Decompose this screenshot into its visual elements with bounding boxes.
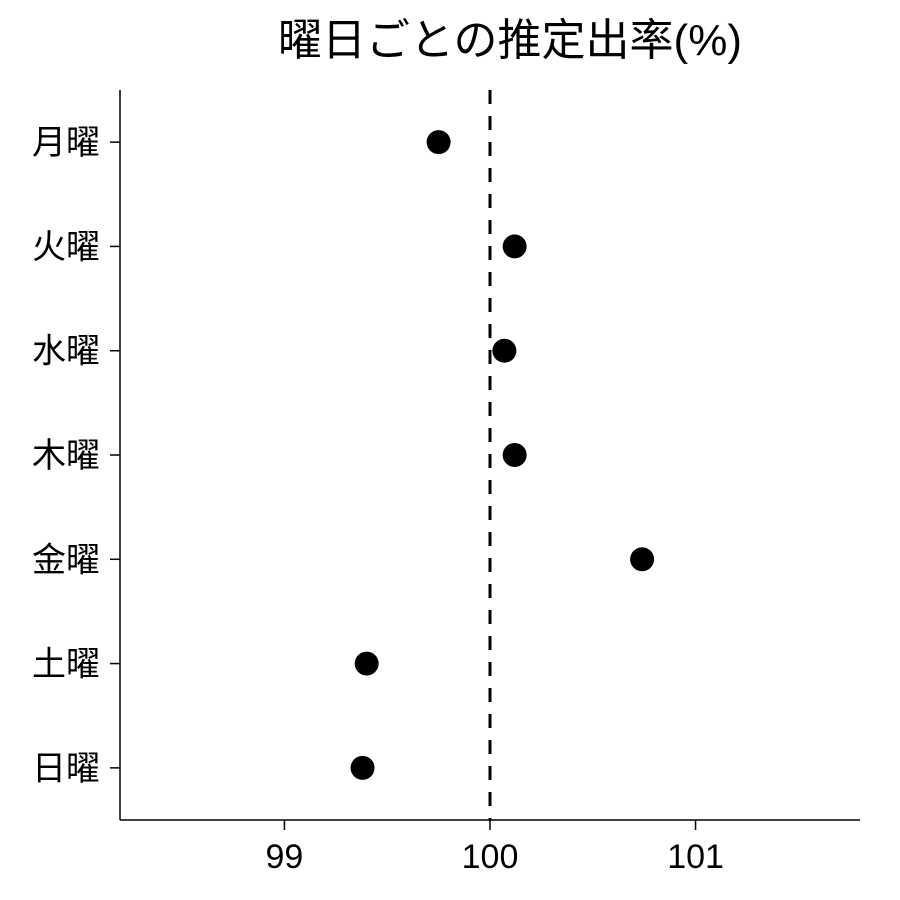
y-tick-label: 火曜 — [32, 228, 100, 266]
data-point — [427, 130, 451, 154]
data-point — [492, 339, 516, 363]
x-tick-label: 99 — [266, 838, 304, 876]
x-axis-ticks: 99 100 101 — [266, 820, 724, 876]
chart-title: 曜日ごとの推定出率(%) — [278, 16, 742, 65]
data-point — [630, 547, 654, 571]
data-point — [503, 234, 527, 258]
y-tick-label: 月曜 — [32, 124, 100, 162]
y-axis-ticks: 月曜火曜水曜木曜金曜土曜日曜 — [32, 124, 120, 788]
data-points — [351, 130, 655, 780]
chart-container: 曜日ごとの推定出率(%) 99 100 101 月曜火曜水曜木曜金曜土曜日曜 — [0, 0, 900, 900]
data-point — [503, 443, 527, 467]
y-tick-label: 土曜 — [32, 646, 100, 684]
y-tick-label: 水曜 — [32, 333, 100, 371]
dot-chart: 曜日ごとの推定出率(%) 99 100 101 月曜火曜水曜木曜金曜土曜日曜 — [0, 0, 900, 900]
y-tick-label: 金曜 — [32, 541, 100, 579]
x-tick-label: 101 — [667, 838, 724, 876]
y-tick-label: 日曜 — [32, 750, 100, 788]
data-point — [351, 756, 375, 780]
y-tick-label: 木曜 — [32, 437, 100, 475]
data-point — [355, 652, 379, 676]
x-tick-label: 100 — [462, 838, 519, 876]
